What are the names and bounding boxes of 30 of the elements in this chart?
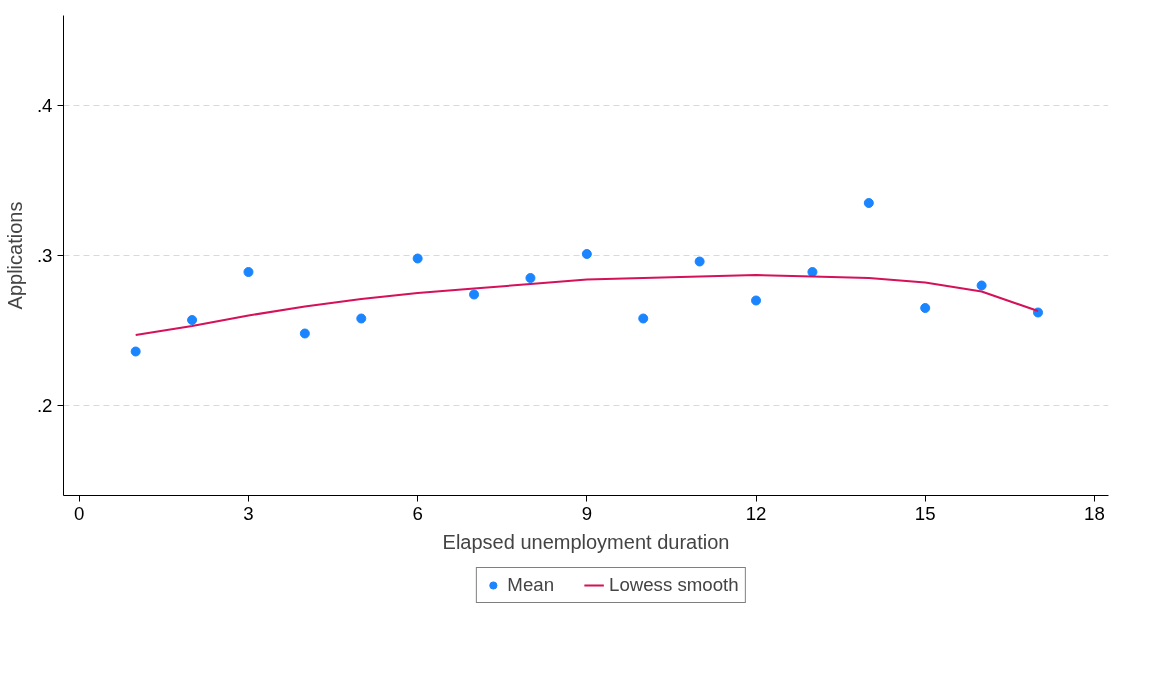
point — [638, 313, 649, 324]
legend-label: Lowess smooth — [609, 574, 739, 596]
point — [187, 315, 198, 325]
point — [356, 313, 367, 324]
y-tick-label: .3 — [36, 245, 53, 266]
y-tick-label: .2 — [36, 395, 53, 416]
x-tick-label: 15 — [914, 502, 936, 524]
x-tick-label: 12 — [745, 502, 767, 524]
x-tick-label: 3 — [243, 502, 254, 524]
x-tick-label: 18 — [1084, 502, 1105, 524]
point — [807, 267, 818, 277]
y-axis-title: Applications — [3, 201, 26, 310]
point — [863, 198, 874, 208]
legend-label: Mean — [507, 574, 555, 596]
point — [581, 249, 592, 259]
y-tick-label: .4 — [36, 95, 53, 116]
point — [920, 303, 931, 313]
point — [751, 295, 762, 306]
point — [525, 273, 536, 283]
point — [412, 253, 423, 264]
point — [694, 256, 705, 267]
point — [299, 328, 310, 339]
point — [976, 280, 987, 291]
point — [130, 346, 141, 357]
x-tick-label: 0 — [74, 502, 85, 524]
point — [243, 267, 254, 277]
x-tick-label: 9 — [581, 502, 593, 524]
point — [469, 289, 480, 300]
x-tick-label: 6 — [412, 502, 423, 524]
x-axis-title: Elapsed unemployment duration — [442, 530, 730, 553]
